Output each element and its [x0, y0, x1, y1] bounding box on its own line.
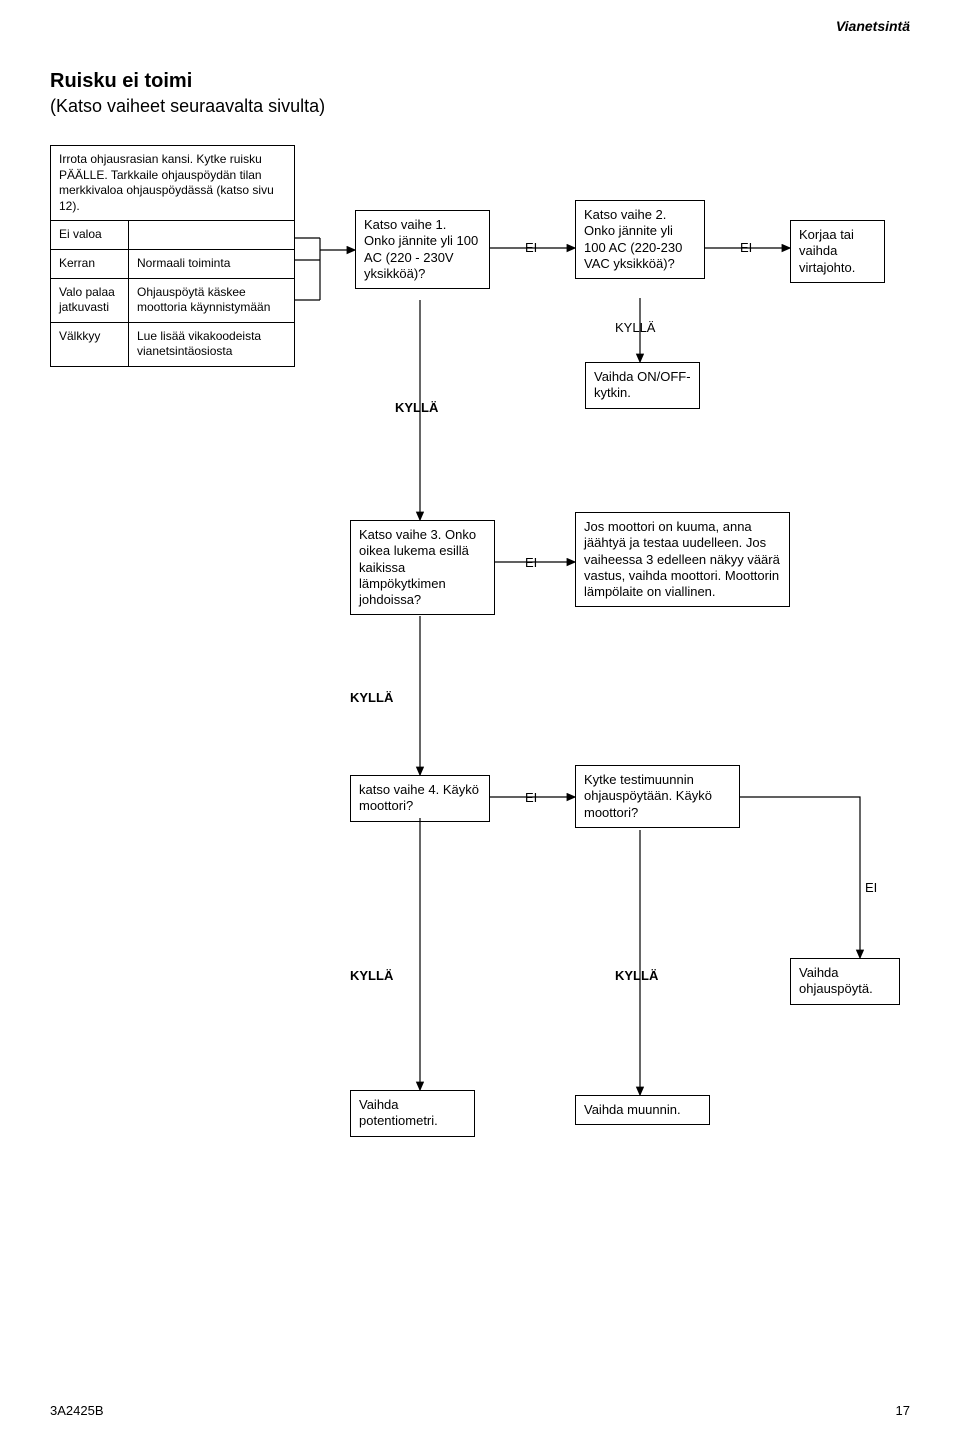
legend-row: Välkkyy Lue lisää vikakoodeista vianetsi…	[51, 323, 294, 366]
node-phase1: Katso vaihe 1. Onko jännite yli 100 AC (…	[355, 210, 490, 289]
node-change-pot: Vaihda potentiometri.	[350, 1090, 475, 1137]
legend-row: Kerran Normaali toiminta	[51, 250, 294, 279]
label-ei: EI	[525, 555, 537, 570]
label-kylla: KYLLÄ	[615, 320, 655, 335]
node-phase2: Katso vaihe 2. Onko jännite yli 100 AC (…	[575, 200, 705, 279]
label-kylla: KYLLÄ	[350, 690, 393, 705]
label-kylla: KYLLÄ	[615, 968, 658, 983]
node-onoff: Vaihda ON/OFF-kytkin.	[585, 362, 700, 409]
legend-top: Irrota ohjausrasian kansi. Kytke ruisku …	[51, 146, 294, 221]
node-change-board: Vaihda ohjauspöytä.	[790, 958, 900, 1005]
node-fix-cord: Korjaa tai vaihda virtajohto.	[790, 220, 885, 283]
page-title: Ruisku ei toimi	[50, 70, 192, 93]
legend-cell: Välkkyy	[51, 323, 129, 366]
legend-cell: Lue lisää vikakoodeista vianetsintäosios…	[129, 323, 294, 366]
label-kylla: KYLLÄ	[350, 968, 393, 983]
legend-table: Irrota ohjausrasian kansi. Kytke ruisku …	[50, 145, 295, 367]
node-change-conv: Vaihda muunnin.	[575, 1095, 710, 1125]
legend-row: Valo palaa jatkuvasti Ohjauspöytä käskee…	[51, 279, 294, 323]
node-phase4: katso vaihe 4. Käykö moottori?	[350, 775, 490, 822]
label-ei: EI	[865, 880, 877, 895]
legend-row: Ei valoa	[51, 221, 294, 250]
legend-cell: Ei valoa	[51, 221, 129, 249]
node-phase3: Katso vaihe 3. Onko oikea lukema esillä …	[350, 520, 495, 615]
footer-right: 17	[896, 1403, 910, 1418]
footer-left: 3A2425B	[50, 1403, 104, 1418]
node-motor-hot: Jos moottori on kuuma, anna jäähtyä ja t…	[575, 512, 790, 607]
label-ei: EI	[525, 790, 537, 805]
label-ei: EI	[525, 240, 537, 255]
label-ei: EI	[740, 240, 752, 255]
legend-cell: Ohjauspöytä käskee moottoria käynnistymä…	[129, 279, 294, 322]
node-test-converter: Kytke testimuunnin ohjauspöytään. Käykö …	[575, 765, 740, 828]
page-header-right: Vianetsintä	[836, 18, 910, 34]
legend-cell: Normaali toiminta	[129, 250, 294, 278]
legend-cell: Kerran	[51, 250, 129, 278]
label-kylla: KYLLÄ	[395, 400, 438, 415]
page-subtitle: (Katso vaiheet seuraavalta sivulta)	[50, 96, 325, 117]
legend-cell	[129, 221, 294, 249]
legend-cell: Valo palaa jatkuvasti	[51, 279, 129, 322]
